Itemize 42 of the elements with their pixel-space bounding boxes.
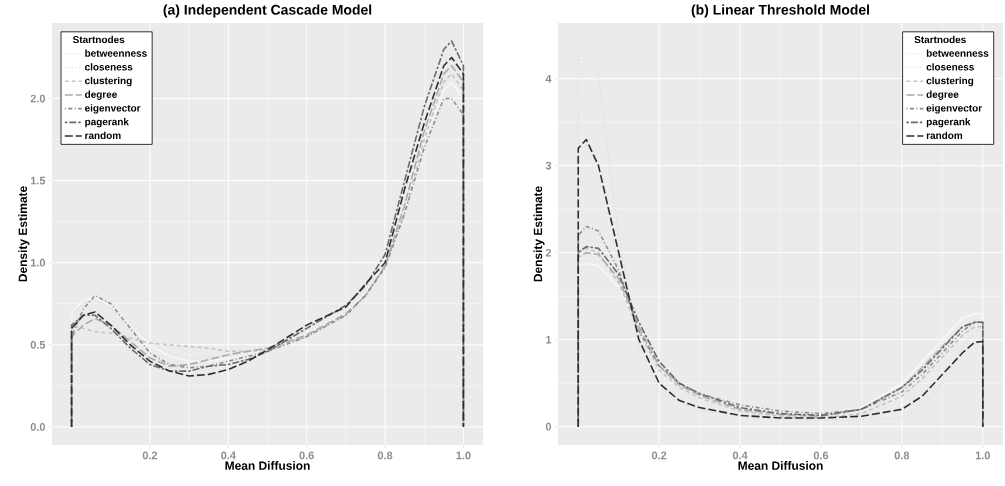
y-axis-title: Density Estimate — [18, 186, 30, 282]
y-tick-label: 2 — [545, 248, 552, 257]
legend-label: betweenness — [926, 49, 989, 57]
legend-label: betweenness — [85, 49, 147, 57]
y-tick-label: 1.0 — [30, 258, 46, 267]
chart-title: (a) Independent Cascade Model — [163, 4, 372, 18]
legend-label: closeness — [926, 63, 974, 71]
x-tick-label: 1.0 — [975, 451, 990, 460]
y-tick-label: 2.0 — [30, 94, 46, 103]
y-tick-label: 0.5 — [30, 340, 46, 349]
y-tick-label: 4 — [545, 74, 552, 83]
legend-label: closeness — [85, 63, 133, 71]
x-tick-label: 0.6 — [299, 451, 314, 460]
x-axis-title: Mean Diffusion — [225, 461, 310, 470]
legend-label: eigenvector — [85, 104, 141, 114]
y-tick-label: 1 — [546, 335, 552, 344]
legend-label: clustering — [85, 76, 132, 87]
x-tick-label: 1.0 — [456, 451, 471, 460]
x-tick-label: 0.8 — [894, 451, 910, 460]
legend-label: eigenvector — [926, 104, 982, 114]
x-tick-label: 0.6 — [813, 451, 829, 460]
legend-label: random — [926, 131, 963, 139]
y-tick-label: 1.5 — [30, 176, 46, 185]
x-tick-label: 0.4 — [221, 451, 236, 460]
y-axis-title: Density Estimate — [533, 186, 545, 282]
x-tick-label: 0.2 — [651, 451, 667, 460]
legend-label: degree — [85, 90, 117, 100]
y-tick-label: 3 — [545, 161, 552, 170]
legend-title: Startnodes — [72, 35, 125, 44]
legend-label: degree — [926, 90, 959, 100]
legend-label: pagerank — [926, 117, 971, 128]
legend-label: clustering — [926, 76, 974, 87]
y-tick-label: 0 — [545, 422, 552, 431]
legend-title: Startnodes — [914, 35, 966, 44]
x-tick-label: 0.2 — [142, 451, 158, 460]
legend-label: pagerank — [85, 117, 129, 128]
x-axis-title: Mean Diffusion — [738, 461, 823, 470]
x-tick-label: 0.4 — [732, 451, 748, 460]
legend-label: random — [85, 131, 121, 139]
x-tick-label: 0.8 — [377, 451, 393, 460]
y-tick-label: 0.0 — [30, 423, 46, 431]
chart-title: (b) Linear Threshold Model — [691, 4, 870, 18]
